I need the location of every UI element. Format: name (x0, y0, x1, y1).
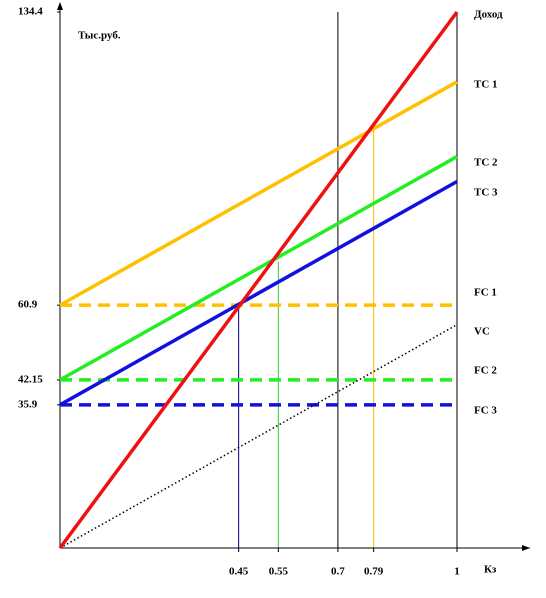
series-label: VC (474, 326, 490, 338)
y-axis-arrow (57, 2, 63, 10)
series-label: FC 1 (474, 287, 497, 299)
series-label: FC 3 (474, 405, 497, 417)
series-line (59, 179, 458, 407)
x-axis-label: Кз (484, 564, 497, 576)
series-line (59, 80, 458, 307)
x-axis-arrow (522, 545, 530, 551)
series-line (59, 324, 458, 549)
x-tick-label: 0.45 (229, 566, 249, 578)
series-label: FC 2 (474, 365, 497, 377)
series-label: TC 3 (474, 187, 498, 199)
x-tick-label: 1 (454, 566, 460, 578)
x-tick-label: 0.55 (269, 566, 289, 578)
y-tick-label: 60.9 (18, 299, 38, 311)
x-tick-label: 0.7 (331, 566, 345, 578)
y-tick-label: 134.4 (18, 6, 43, 18)
x-tick-label: 0.79 (364, 566, 384, 578)
series-label: TC 2 (474, 157, 498, 169)
series-line (58, 10, 459, 550)
series-label: Доход (474, 9, 503, 21)
y-tick-label: 35.9 (18, 398, 38, 410)
series-line (59, 155, 458, 382)
series-label: TC 1 (474, 79, 498, 91)
y-axis-label: Тыс.руб. (78, 30, 121, 42)
y-tick-label: 42.15 (18, 373, 43, 385)
